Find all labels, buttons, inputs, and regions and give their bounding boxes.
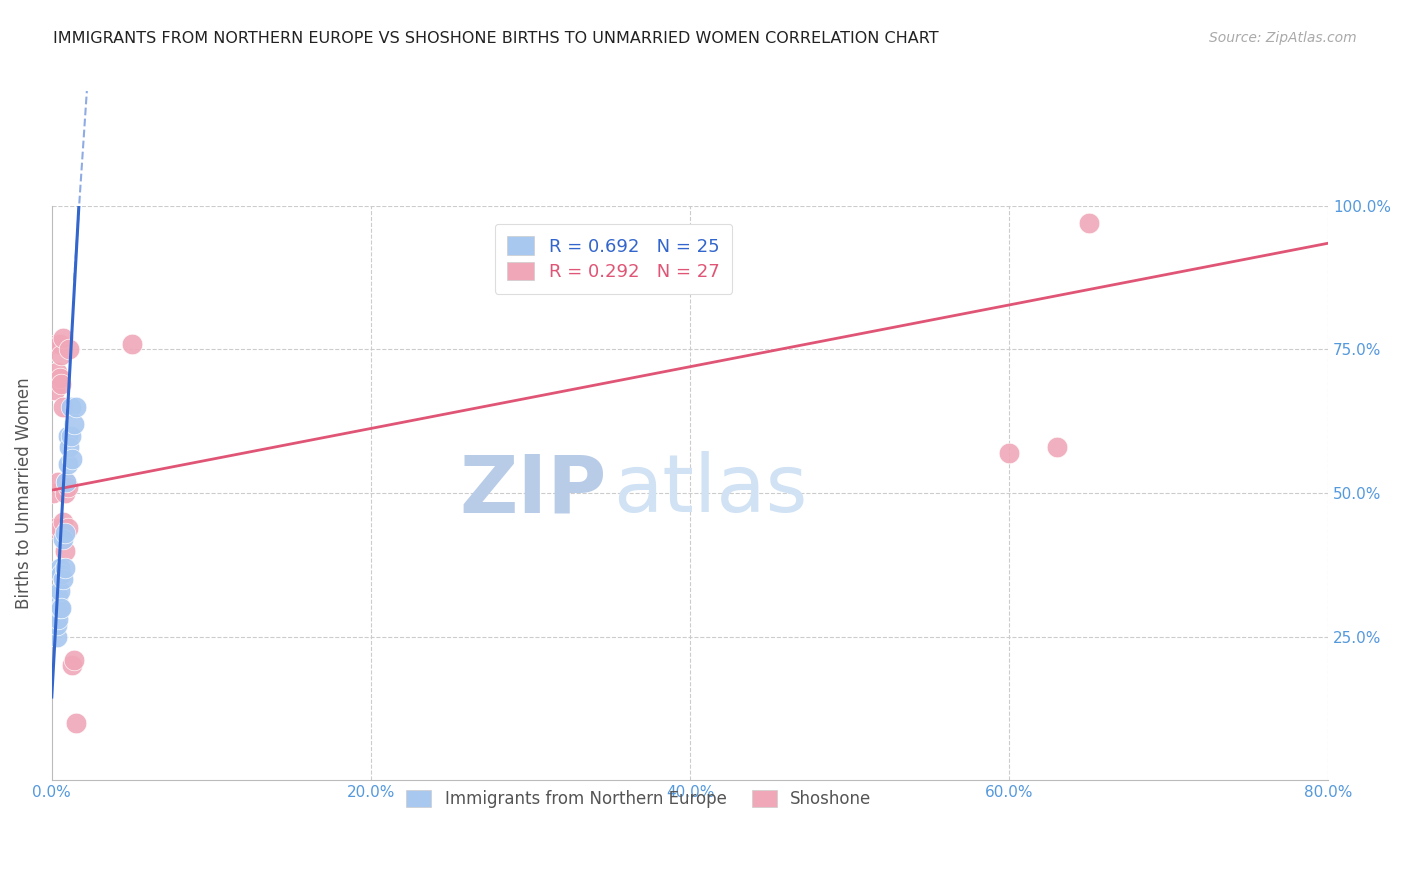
Point — [65, 400, 87, 414]
Point — [48, 336, 70, 351]
Point — [998, 446, 1021, 460]
Point — [44, 383, 66, 397]
Point — [51, 601, 73, 615]
Text: IMMIGRANTS FROM NORTHERN EUROPE VS SHOSHONE BIRTHS TO UNMARRIED WOMEN CORRELATIO: IMMIGRANTS FROM NORTHERN EUROPE VS SHOSH… — [53, 31, 939, 46]
Point — [48, 601, 70, 615]
Point — [45, 618, 67, 632]
Text: atlas: atlas — [613, 451, 807, 529]
Point — [53, 486, 76, 500]
Point — [42, 486, 65, 500]
Point — [46, 590, 69, 604]
Point — [56, 520, 79, 534]
Point — [62, 658, 84, 673]
Point — [51, 376, 73, 391]
Point — [59, 428, 82, 442]
Point — [65, 715, 87, 730]
Point — [45, 630, 67, 644]
Point — [121, 336, 143, 351]
Point — [44, 612, 66, 626]
Point — [52, 532, 75, 546]
Point — [45, 336, 67, 351]
Point — [51, 348, 73, 362]
Point — [62, 451, 84, 466]
Point — [59, 400, 82, 414]
Point — [42, 520, 65, 534]
Point — [48, 520, 70, 534]
Legend: Immigrants from Northern Europe, Shoshone: Immigrants from Northern Europe, Shoshon… — [399, 783, 877, 815]
Point — [48, 583, 70, 598]
Point — [45, 601, 67, 615]
Text: ZIP: ZIP — [460, 451, 607, 529]
Point — [53, 543, 76, 558]
Point — [53, 561, 76, 575]
Point — [52, 572, 75, 586]
Point — [56, 428, 79, 442]
Point — [63, 653, 86, 667]
Point — [42, 618, 65, 632]
Point — [53, 526, 76, 541]
Point — [55, 475, 77, 489]
Point — [48, 371, 70, 385]
Point — [58, 440, 80, 454]
Point — [51, 566, 73, 581]
Point — [63, 417, 86, 432]
Point — [58, 343, 80, 357]
Y-axis label: Births to Unmarried Women: Births to Unmarried Women — [15, 377, 32, 609]
Point — [56, 480, 79, 494]
Point — [46, 475, 69, 489]
Point — [52, 400, 75, 414]
Point — [1077, 216, 1099, 230]
Text: Source: ZipAtlas.com: Source: ZipAtlas.com — [1209, 31, 1357, 45]
Point — [48, 561, 70, 575]
Point — [56, 458, 79, 472]
Point — [52, 515, 75, 529]
Point — [52, 331, 75, 345]
Point — [45, 366, 67, 380]
Point — [46, 612, 69, 626]
Point — [1046, 440, 1069, 454]
Point — [55, 475, 77, 489]
